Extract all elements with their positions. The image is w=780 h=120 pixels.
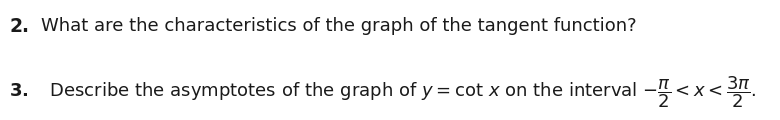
Text: What are the characteristics of the graph of the tangent function?: What are the characteristics of the grap… [41, 17, 636, 35]
Text: 2.: 2. [9, 17, 30, 36]
Text: $\mathbf{3.}$$\quad$$\mathrm{Describe\ the\ asymptotes\ of\ the\ graph\ of\ }y =: $\mathbf{3.}$$\quad$$\mathrm{Describe\ t… [9, 75, 757, 110]
